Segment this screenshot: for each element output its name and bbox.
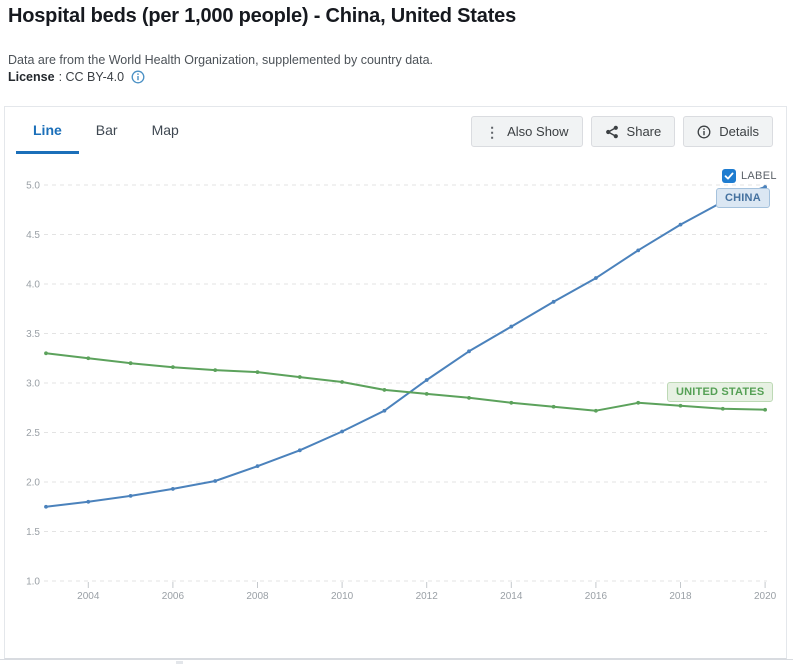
china-data-point[interactable] bbox=[297, 448, 302, 453]
china-data-point[interactable] bbox=[44, 504, 48, 509]
china-data-point[interactable] bbox=[86, 499, 91, 504]
x-axis-label: 2010 bbox=[331, 591, 354, 602]
details-button[interactable]: Details bbox=[683, 116, 773, 147]
label-checkbox-text[interactable]: LABEL bbox=[741, 170, 777, 182]
united-states-data-point[interactable] bbox=[382, 388, 387, 392]
license-value: : CC BY-4.0 bbox=[58, 70, 125, 84]
x-axis-label: 2006 bbox=[162, 591, 185, 602]
united-states-data-point[interactable] bbox=[171, 365, 175, 370]
tab-map-label: Map bbox=[151, 122, 179, 138]
x-axis-label: 2014 bbox=[500, 591, 523, 602]
us-series-label: UNITED STATES bbox=[667, 382, 774, 402]
tab-line[interactable]: Line bbox=[16, 107, 79, 154]
china-data-point[interactable] bbox=[255, 464, 260, 469]
united-states-line[interactable] bbox=[45, 352, 766, 412]
united-states-data-point[interactable] bbox=[678, 403, 683, 408]
united-states-data-point[interactable] bbox=[720, 406, 725, 411]
china-series-label: CHINA bbox=[716, 188, 770, 208]
share-icon bbox=[605, 125, 618, 138]
share-label: Share bbox=[626, 124, 662, 139]
united-states-data-point[interactable] bbox=[763, 407, 767, 412]
united-states-data-point[interactable] bbox=[424, 391, 429, 396]
united-states-data-point[interactable] bbox=[636, 400, 641, 405]
x-axis-label: 2012 bbox=[416, 591, 439, 602]
china-data-point[interactable] bbox=[340, 429, 344, 434]
united-states-data-point[interactable] bbox=[594, 408, 598, 413]
details-label: Details bbox=[719, 124, 759, 139]
x-axis-label: 2008 bbox=[246, 591, 269, 602]
china-data-point[interactable] bbox=[213, 479, 218, 483]
china-data-point[interactable] bbox=[594, 276, 598, 280]
x-axis-label: 2020 bbox=[754, 591, 777, 602]
x-axis-label: 2016 bbox=[585, 591, 608, 602]
label-toggle[interactable]: LABEL bbox=[722, 169, 777, 183]
tab-map[interactable]: Map bbox=[135, 107, 196, 154]
china-line[interactable] bbox=[45, 186, 766, 508]
united-states-data-point[interactable] bbox=[467, 395, 471, 400]
united-states-data-point[interactable] bbox=[213, 368, 218, 373]
y-axis-label: 3.5 bbox=[26, 329, 40, 340]
y-axis-label: 5.0 bbox=[26, 181, 40, 192]
table-section-top-edge bbox=[0, 659, 793, 664]
y-axis-label: 2.5 bbox=[26, 428, 40, 439]
y-axis-label: 1.5 bbox=[26, 527, 40, 538]
china-data-point[interactable] bbox=[382, 408, 387, 413]
y-axis-label: 2.0 bbox=[26, 478, 40, 489]
y-axis-label: 4.5 bbox=[26, 230, 40, 241]
china-data-point[interactable] bbox=[551, 299, 556, 304]
china-data-point[interactable] bbox=[467, 349, 471, 354]
united-states-data-point[interactable] bbox=[509, 400, 514, 405]
toolbar: ⋮ Also Show Share Detail bbox=[471, 116, 773, 147]
license-label: License bbox=[8, 70, 55, 84]
kebab-icon: ⋮ bbox=[485, 123, 500, 140]
china-data-point[interactable] bbox=[128, 493, 133, 498]
united-states-data-point[interactable] bbox=[297, 375, 302, 379]
y-axis-label: 4.0 bbox=[26, 280, 40, 291]
license-row: License : CC BY-4.0 bbox=[8, 70, 145, 84]
x-axis-label: 2004 bbox=[77, 591, 100, 602]
also-show-button[interactable]: ⋮ Also Show bbox=[471, 116, 583, 147]
source-note: Data are from the World Health Organizat… bbox=[8, 53, 433, 67]
label-checkbox[interactable] bbox=[722, 169, 736, 183]
united-states-data-point[interactable] bbox=[551, 404, 556, 409]
china-data-point[interactable] bbox=[424, 378, 429, 382]
united-states-data-point[interactable] bbox=[44, 351, 48, 356]
details-info-icon bbox=[697, 125, 711, 138]
chart-panel: Line Bar Map ⋮ Also Show Share bbox=[4, 106, 787, 659]
united-states-data-point[interactable] bbox=[255, 370, 260, 375]
tab-bar-label: Bar bbox=[95, 122, 118, 138]
page-title: Hospital beds (per 1,000 people) - China… bbox=[8, 5, 516, 27]
tab-line-label: Line bbox=[33, 122, 62, 138]
china-data-point[interactable] bbox=[678, 222, 683, 227]
line-chart: 5.0 4.5 4.0 3.5 3.0 2.5 2.0 1.5 1.0 2004 2006 2008 2… bbox=[26, 181, 777, 603]
china-data-point[interactable] bbox=[636, 248, 641, 253]
info-icon[interactable] bbox=[131, 70, 145, 84]
column-divider bbox=[176, 661, 183, 664]
share-button[interactable]: Share bbox=[590, 116, 676, 147]
china-data-point[interactable] bbox=[509, 324, 514, 329]
tab-bar: Line Bar Map ⋮ Also Show Share bbox=[5, 107, 786, 154]
y-axis-label: 3.0 bbox=[26, 379, 40, 390]
united-states-data-point[interactable] bbox=[86, 356, 91, 361]
united-states-data-point[interactable] bbox=[340, 380, 344, 384]
checkmark-icon bbox=[724, 172, 734, 180]
united-states-data-point[interactable] bbox=[128, 361, 133, 366]
x-axis-label: 2018 bbox=[669, 591, 692, 602]
also-show-label: Also Show bbox=[507, 124, 569, 139]
china-data-point[interactable] bbox=[171, 487, 175, 491]
tab-bar-chart[interactable]: Bar bbox=[79, 107, 135, 154]
china-data-point[interactable] bbox=[763, 185, 767, 189]
y-axis-label: 1.0 bbox=[26, 577, 40, 588]
